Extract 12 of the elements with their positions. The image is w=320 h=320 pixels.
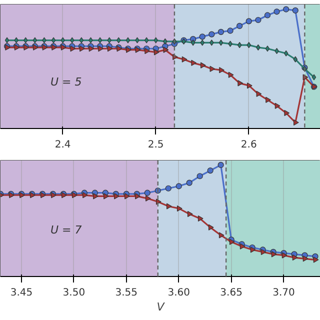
- x-tick-label: 3.60: [168, 288, 190, 298]
- x-tick-label: 2.6: [240, 140, 257, 150]
- x-tick-label: 3.55: [115, 288, 138, 298]
- x-tick-label: 3.50: [62, 288, 86, 298]
- x-tick-label: 3.45: [10, 288, 33, 298]
- x-tick-label: 3.65: [220, 288, 242, 298]
- annotation: U = 7: [50, 224, 82, 236]
- annotation: U = 5: [50, 76, 82, 88]
- x-tick-label: 2.4: [54, 140, 71, 150]
- x-tick-label: 2.5: [148, 140, 164, 150]
- x-axis-title: V: [156, 300, 166, 314]
- x-tick-label: 3.70: [272, 288, 295, 298]
